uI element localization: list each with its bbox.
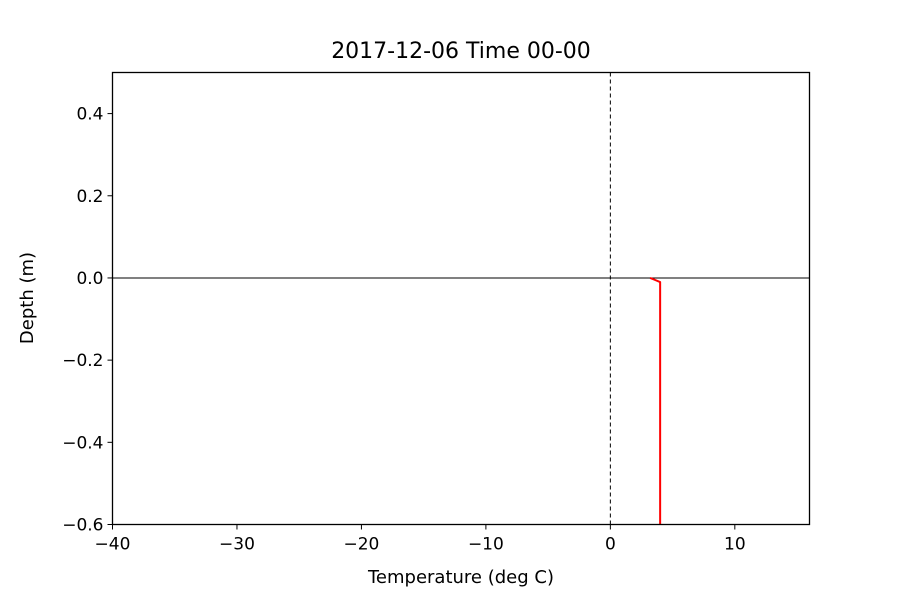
y-tick-label: −0.2 (62, 351, 103, 371)
y-tick-label: 0.4 (76, 105, 103, 125)
chart-title: 2017-12-06 Time 00-00 (331, 39, 591, 64)
y-tick-label: −0.6 (62, 516, 103, 536)
reference-lines (112, 72, 810, 525)
x-tick-label: 0 (605, 535, 616, 555)
x-tick-label: −20 (343, 535, 379, 555)
x-tick-label: −10 (468, 535, 504, 555)
y-tick-label: 0.0 (76, 269, 103, 289)
x-tick-label: −40 (95, 535, 131, 555)
x-axis-label: Temperature (deg C) (367, 567, 554, 588)
y-tick-label: −0.4 (62, 433, 103, 453)
plot-frame (111, 71, 811, 526)
y-axis-ticks: 0.4 0.2 0.0 −0.2 −0.4 −0.6 (62, 105, 113, 536)
y-axis-label: Depth (m) (17, 252, 38, 344)
y-tick-label: 0.2 (76, 187, 103, 207)
series-line-0 (649, 277, 662, 525)
x-tick-label: 10 (724, 535, 746, 555)
x-axis-ticks: −40 −30 −20 −10 0 10 (95, 524, 746, 555)
data-series (649, 277, 662, 525)
x-tick-label: −30 (219, 535, 255, 555)
